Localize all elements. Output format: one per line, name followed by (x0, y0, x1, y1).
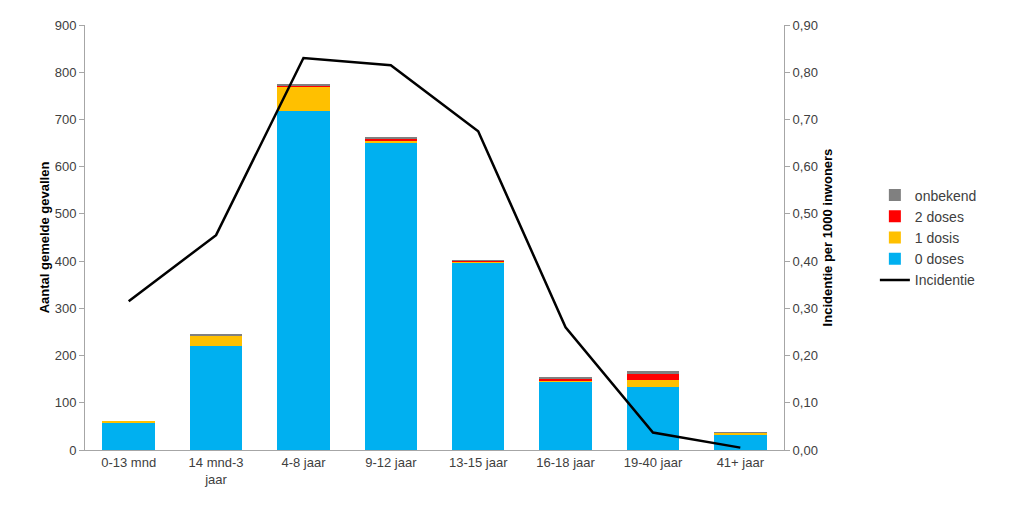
svg-text:9-12 jaar: 9-12 jaar (365, 455, 417, 470)
svg-text:0,40: 0,40 (793, 254, 818, 269)
svg-text:700: 700 (55, 112, 77, 127)
svg-text:1 dosis: 1 dosis (915, 230, 959, 246)
svg-text:300: 300 (55, 301, 77, 316)
svg-text:2 doses: 2 doses (915, 209, 964, 225)
svg-text:900: 900 (55, 18, 77, 33)
svg-text:onbekend: onbekend (915, 188, 977, 204)
svg-text:16-18 jaar: 16-18 jaar (536, 455, 595, 470)
svg-text:100: 100 (55, 395, 77, 410)
svg-text:4-8 jaar: 4-8 jaar (281, 455, 326, 470)
svg-text:0,80: 0,80 (793, 65, 818, 80)
svg-text:13-15 jaar: 13-15 jaar (449, 455, 508, 470)
svg-text:0-13 mnd: 0-13 mnd (101, 455, 156, 470)
svg-text:Aantal gemelde gevallen: Aantal gemelde gevallen (37, 162, 52, 314)
svg-text:0,90: 0,90 (793, 18, 818, 33)
svg-text:0,30: 0,30 (793, 301, 818, 316)
svg-text:0,50: 0,50 (793, 206, 818, 221)
svg-text:0: 0 (69, 443, 76, 458)
svg-text:Incidentie: Incidentie (915, 272, 975, 288)
svg-text:14 mnd-3jaar: 14 mnd-3jaar (189, 455, 244, 487)
svg-text:0 doses: 0 doses (915, 251, 964, 267)
svg-text:19-40 jaar: 19-40 jaar (624, 455, 683, 470)
svg-text:0,60: 0,60 (793, 159, 818, 174)
svg-text:0,70: 0,70 (793, 112, 818, 127)
svg-text:800: 800 (55, 65, 77, 80)
svg-text:41+ jaar: 41+ jaar (717, 455, 765, 470)
svg-text:0,20: 0,20 (793, 348, 818, 363)
svg-text:600: 600 (55, 159, 77, 174)
svg-text:500: 500 (55, 206, 77, 221)
svg-text:0,00: 0,00 (793, 443, 818, 458)
svg-text:400: 400 (55, 254, 77, 269)
svg-text:200: 200 (55, 348, 77, 363)
svg-text:Incidentie per 1000 inwoners: Incidentie per 1000 inwoners (820, 149, 835, 327)
svg-text:0,10: 0,10 (793, 395, 818, 410)
